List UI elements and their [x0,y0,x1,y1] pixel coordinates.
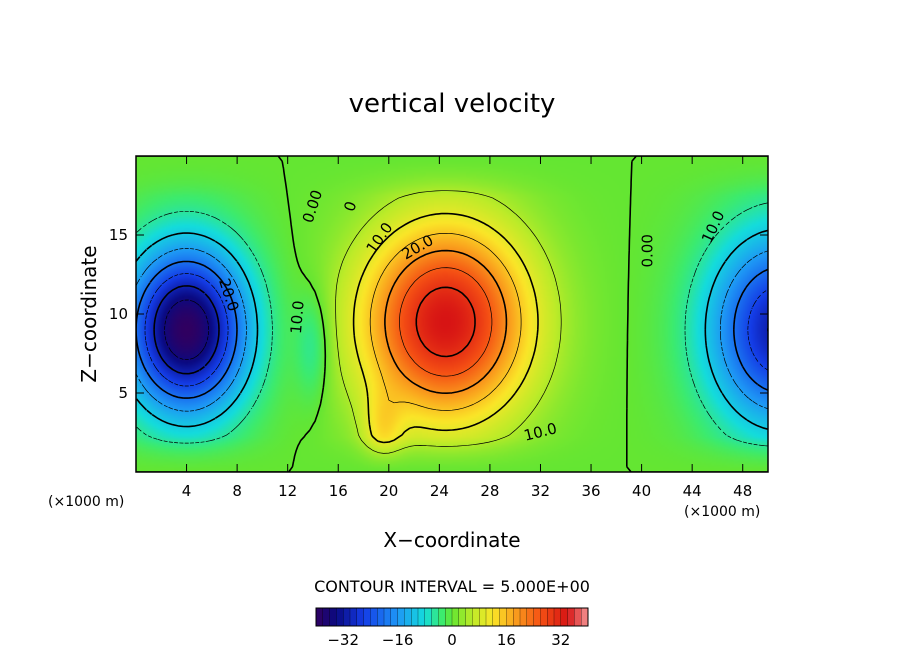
colorbar-cell [451,607,460,627]
colorbar-cell [438,607,446,627]
colorbar-cell [424,607,433,627]
colorbar-cell [479,607,487,627]
colorbar-cell [519,607,528,627]
contour-level-neg25 [144,273,768,387]
colorbar-cell [472,607,480,627]
contour-level-neg15 [136,248,768,412]
y-axis-label: Z−coordinate [77,245,101,382]
colorbar-cell [322,607,331,627]
colorbar-cell [560,607,569,627]
x-tick-label-40: 40 [632,482,651,500]
colorbar-cells [315,607,589,627]
contour-level-neg5 [136,202,768,447]
colorbar-tick-label-1: −16 [382,631,414,649]
colorbar-cell [417,607,426,627]
colorbar-cell [526,607,535,627]
contour-level-neg20 [136,260,768,399]
colorbar: −32 −16 0 16 32 [315,607,589,649]
colorbar-cell [377,607,385,627]
y-tick-label-10: 10 [109,305,128,323]
colorbar-cell [397,607,405,627]
colorbar-frame [315,607,589,627]
x-tick-label-36: 36 [581,482,600,500]
velocity-field [136,156,768,472]
x-axis-label: X−coordinate [383,528,520,552]
contour-level-neg30 [153,285,768,375]
colorbar-cell [581,607,589,627]
contour-level-10 [352,212,539,444]
contour-lines [136,156,768,472]
x-tick-label-24: 24 [430,482,449,500]
colorbar-cell [404,607,412,627]
colorbar-cell [458,607,467,627]
contour-interval-text: CONTOUR INTERVAL = 5.000E+00 [314,577,590,596]
x-unit-label-right: (×1000 m) [684,504,760,520]
x-tick-label-16: 16 [329,482,348,500]
contour-label-5: 10.0 [287,300,308,335]
x-tick-label-8: 8 [232,482,242,500]
colorbar-cell [506,607,514,627]
contour-level-0 [136,156,768,472]
colorbar-cell [411,607,419,627]
colorbar-cell [553,607,562,627]
colorbar-cell [533,607,541,627]
chart-title: vertical velocity [349,89,556,119]
x-unit-label-left: (×1000 m) [48,494,124,510]
contour-level-20 [384,249,508,394]
x-tick-label-32: 32 [531,482,550,500]
colorbar-cell [513,607,521,627]
colorbar-cell [315,607,324,627]
colorbar-cell [343,607,351,627]
colorbar-cell [329,607,337,627]
colorbar-tick-label-0: −32 [327,631,359,649]
colorbar-cell [465,607,473,627]
y-tick-label-15: 15 [109,226,128,244]
y-ticks: 5 10 15 [109,226,768,402]
x-tick-label-20: 20 [379,482,398,500]
colorbar-cell [431,607,439,627]
colorbar-cell [363,607,371,627]
colorbar-cell [485,607,494,627]
colorbar-ticks: −32 −16 0 16 32 [327,631,570,649]
contour-level-15 [369,232,522,411]
colorbar-cell [349,607,358,627]
colorbar-cell [390,607,399,627]
colorbar-cell [445,607,453,627]
colorbar-cell [370,607,378,627]
colorbar-cell [492,607,501,627]
contour-label-6: 0.00 [638,234,656,267]
colorbar-tick-label-2: 0 [447,631,457,649]
colorbar-cell [356,607,365,627]
colorbar-cell [499,607,507,627]
colorbar-tick-label-3: 16 [497,631,516,649]
colorbar-cell [540,607,548,627]
x-tick-label-44: 44 [683,482,702,500]
contour-level-neg10 [136,229,768,430]
x-tick-label-4: 4 [182,482,192,500]
colorbar-tick-label-4: 32 [551,631,570,649]
colorbar-cell [547,607,555,627]
colorbar-cell [336,607,344,627]
x-ticks: 4 8 12 16 20 24 28 32 36 40 44 48 [182,156,752,500]
contour-level-5 [335,190,562,454]
colorbar-cell [567,607,575,627]
contour-level-25 [399,267,493,377]
contour-level-30 [415,286,476,358]
colorbar-cell [574,607,582,627]
y-tick-label-5: 5 [118,384,128,402]
colorbar-cell [383,607,392,627]
contour-level-neg35 [164,299,209,360]
x-tick-label-12: 12 [278,482,297,500]
x-tick-label-48: 48 [733,482,752,500]
x-tick-label-28: 28 [480,482,499,500]
